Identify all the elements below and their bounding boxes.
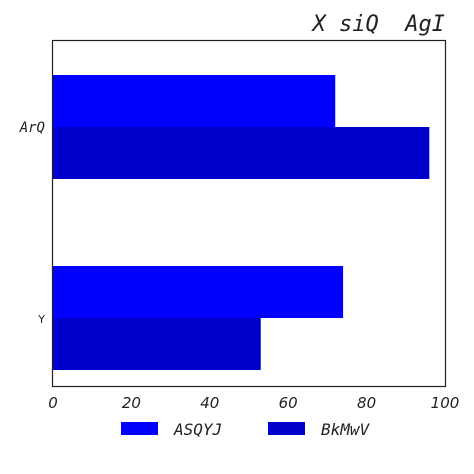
x-tick-label: 20: [122, 394, 141, 412]
x-tick-label: 0: [48, 394, 58, 412]
legend-swatch: [268, 422, 305, 435]
legend-swatch: [121, 422, 158, 435]
x-tick-label: 60: [279, 394, 298, 412]
x-tick-label: 80: [357, 394, 376, 412]
y-tick-label: Y: [37, 313, 45, 326]
x-tick-label: 100: [431, 394, 460, 412]
bar-ASQYJ-ArQ: [53, 75, 336, 127]
chart-title: X siQ AgI: [311, 12, 445, 37]
x-tick-label: 40: [200, 394, 219, 412]
legend-label: BkMwV: [321, 420, 371, 439]
y-axis: ArQ Y: [19, 120, 46, 326]
legend: ASQYJ BkMwV: [121, 420, 371, 439]
bar-BkMwV-Y: [53, 318, 261, 370]
bars-layer: [53, 75, 430, 370]
x-axis: 0 20 40 60 80 100: [48, 394, 459, 412]
y-tick-label: ArQ: [19, 120, 45, 136]
legend-label: ASQYJ: [173, 420, 222, 439]
bar-BkMwV-ArQ: [53, 127, 430, 179]
plot-frame: [51, 39, 447, 388]
bar-ASQYJ-Y: [53, 266, 344, 318]
